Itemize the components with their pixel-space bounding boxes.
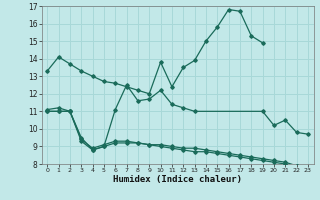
X-axis label: Humidex (Indice chaleur): Humidex (Indice chaleur) — [113, 175, 242, 184]
